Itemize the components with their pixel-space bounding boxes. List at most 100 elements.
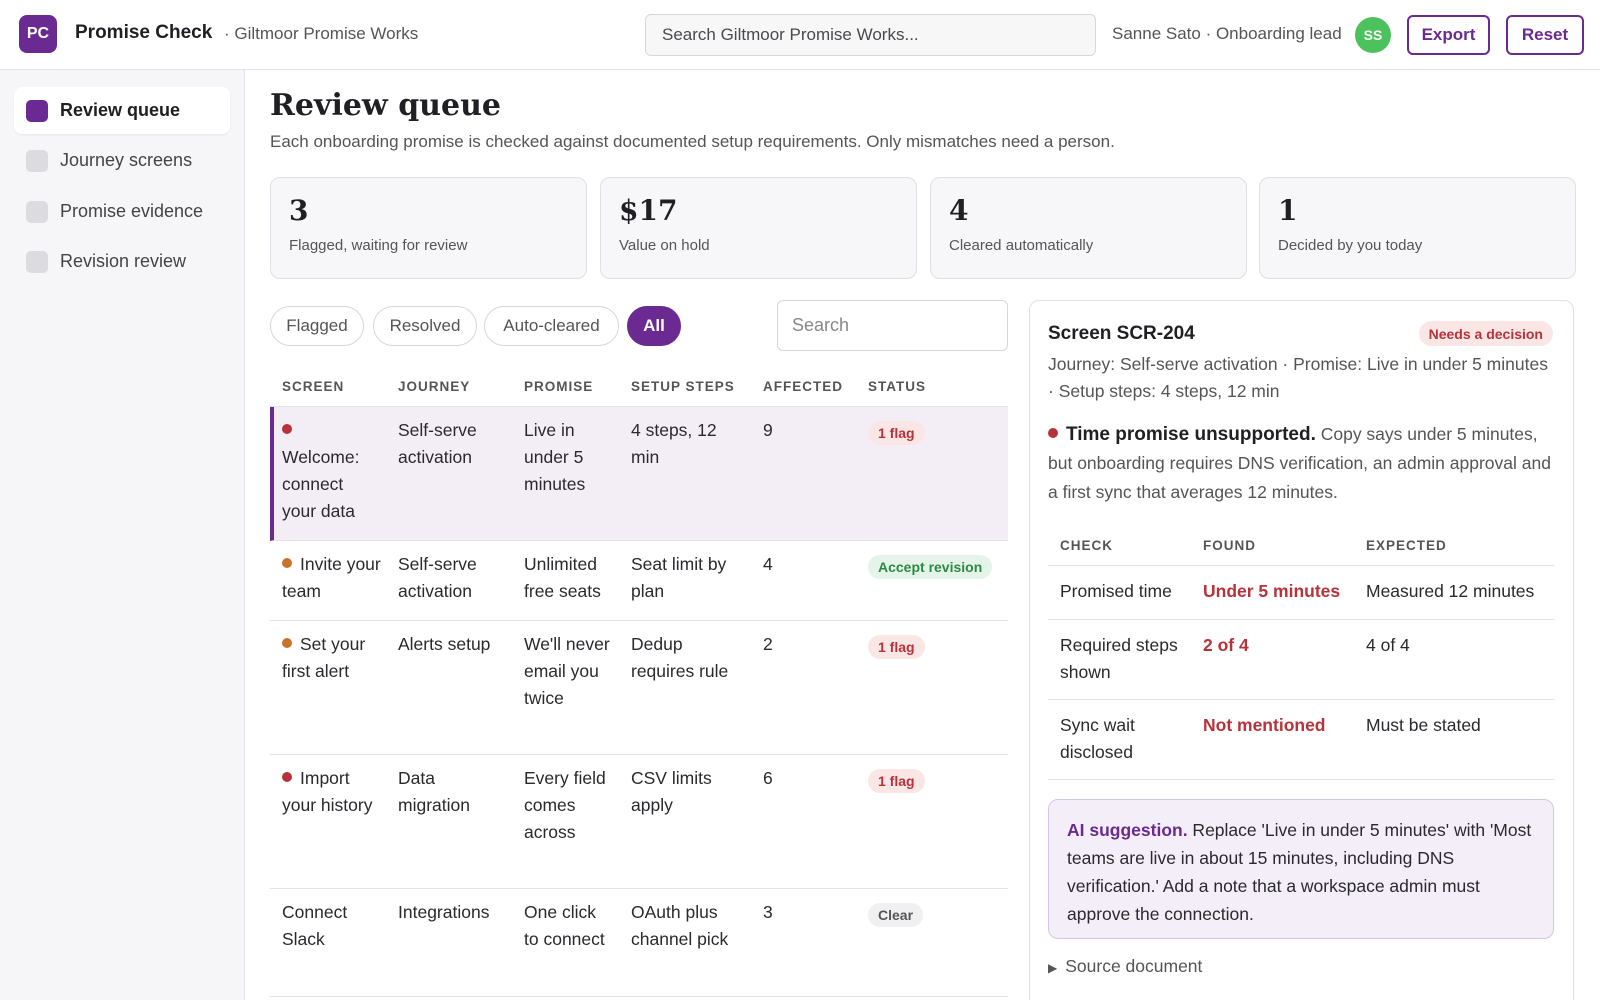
filter-chip-auto-cleared[interactable]: Auto-cleared <box>484 306 619 346</box>
stat-label: Cleared automatically <box>949 237 1094 254</box>
row-steps: Seat limit by plan <box>631 554 727 601</box>
stat-label: Value on hold <box>619 237 710 254</box>
row-screen-cell: Set your first alert <box>282 631 392 685</box>
app-logo: PC <box>19 15 57 53</box>
square-icon <box>26 99 48 122</box>
ai-suggestion-text: Replace 'Live in under 5 minutes' with '… <box>1067 820 1532 924</box>
square-icon <box>26 250 48 273</box>
org-name: · Giltmoor Promise Works <box>224 24 419 43</box>
triangle-right-icon: ▶ <box>1048 961 1058 975</box>
square-icon <box>26 200 48 223</box>
detail-meta: Journey: Self-serve activation · Promise… <box>1048 354 1548 401</box>
sidebar-item-journey-screens[interactable]: Journey screens <box>14 137 230 184</box>
column-header[interactable]: SETUP STEPS <box>631 379 735 394</box>
status-badge: Accept revision <box>868 555 993 579</box>
column-header: CHECK <box>1060 538 1114 553</box>
severity-dot-icon <box>282 424 292 435</box>
column-header[interactable]: PROMISE <box>524 379 594 394</box>
row-promise: Every field comes across <box>524 768 606 842</box>
row-promise: Unlimited free seats <box>524 554 601 601</box>
checks-table-header: CHECK FOUND EXPECTED <box>1048 526 1554 566</box>
finding-text: Copy says under 5 minutes, but onboardin… <box>1048 424 1551 502</box>
row-journey: Self-serve activation <box>398 554 477 601</box>
row-screen-cell: Invite your team <box>282 551 392 605</box>
row-promise: We'll never email you twice <box>524 634 610 708</box>
check-row: Required steps shown 2 of 4 4 of 4 <box>1048 620 1554 700</box>
severity-dot-icon <box>282 638 292 649</box>
ai-suggestion: AI suggestion. Replace 'Live in under 5 … <box>1048 799 1554 939</box>
app-title: Promise Check <box>75 22 213 43</box>
top-bar: PC Promise Check · Giltmoor Promise Work… <box>0 0 1600 70</box>
stat-card-cleared: 4 Cleared automatically <box>930 177 1247 279</box>
checks-table: CHECK FOUND EXPECTED Promised time Under… <box>1048 526 1554 780</box>
page-subtitle: Each onboarding promise is checked again… <box>270 132 1115 151</box>
stat-value: 4 <box>949 194 969 227</box>
check-name: Promised time <box>1060 581 1172 601</box>
filter-chip-flagged[interactable]: Flagged <box>270 306 364 346</box>
export-button[interactable]: Export <box>1407 15 1490 55</box>
row-screen: Import your history <box>282 768 373 815</box>
column-header[interactable]: AFFECTED <box>763 379 843 394</box>
global-search-input[interactable]: Search Giltmoor Promise Works... <box>645 14 1096 56</box>
detail-title: Screen SCR-204 <box>1048 323 1195 344</box>
column-header: FOUND <box>1203 538 1256 553</box>
column-header[interactable]: JOURNEY <box>398 379 471 394</box>
review-table: SCREEN JOURNEY PROMISE SETUP STEPS AFFEC… <box>270 367 1008 997</box>
row-journey: Self-serve activation <box>398 420 477 467</box>
check-expected: Measured 12 minutes <box>1366 581 1535 601</box>
global-search-placeholder: Search Giltmoor Promise Works... <box>662 25 919 44</box>
stat-value: 3 <box>289 194 309 227</box>
row-affected: 9 <box>763 420 773 440</box>
severity-dot-icon <box>282 772 292 783</box>
stat-value: $17 <box>619 194 678 227</box>
reset-button[interactable]: Reset <box>1506 15 1584 55</box>
ai-suggestion-label: AI suggestion. <box>1067 820 1188 840</box>
check-name: Sync wait disclosed <box>1060 715 1135 762</box>
detail-panel: Screen SCR-204 Needs a decision Journey:… <box>1029 300 1574 1000</box>
sidebar: Review queue Journey screens Promise evi… <box>0 70 245 1000</box>
column-header: EXPECTED <box>1366 538 1447 553</box>
table-row[interactable]: Invite your team Self-serve activation U… <box>270 541 1008 621</box>
sidebar-item-revision-review[interactable]: Revision review <box>14 238 230 285</box>
row-affected: 6 <box>763 768 773 788</box>
severity-dot-icon <box>282 558 292 569</box>
stat-card-value-on-hold: $17 Value on hold <box>600 177 917 279</box>
column-header[interactable]: SCREEN <box>282 379 345 394</box>
sidebar-item-promise-evidence[interactable]: Promise evidence <box>14 188 230 235</box>
decision-badge: Needs a decision <box>1418 321 1553 346</box>
sidebar-item-label: Journey screens <box>60 150 193 170</box>
table-row[interactable]: Set your first alert Alerts setup We'll … <box>270 621 1008 755</box>
filter-chip-resolved[interactable]: Resolved <box>373 306 477 346</box>
row-promise: Live in under 5 minutes <box>524 420 586 494</box>
check-name: Required steps shown <box>1060 635 1178 682</box>
table-header: SCREEN JOURNEY PROMISE SETUP STEPS AFFEC… <box>270 367 1008 407</box>
check-found: Under 5 minutes <box>1203 581 1341 601</box>
severity-dot-icon <box>1048 428 1058 439</box>
row-screen: Welcome: connect your data <box>282 447 360 521</box>
filter-chip-all[interactable]: All <box>627 306 681 346</box>
sidebar-item-review-queue[interactable]: Review queue <box>14 87 230 134</box>
table-search-placeholder: Search <box>792 315 850 335</box>
detail-finding: Time promise unsupported. Copy says unde… <box>1048 420 1553 507</box>
table-row[interactable]: Connect Slack Integrations One click to … <box>270 889 1008 997</box>
row-affected: 4 <box>763 554 773 574</box>
row-affected: 2 <box>763 634 773 654</box>
stat-value: 1 <box>1278 194 1298 227</box>
avatar[interactable]: SS <box>1355 17 1391 53</box>
stat-card-decided: 1 Decided by you today <box>1259 177 1576 279</box>
sidebar-item-label: Promise evidence <box>60 201 204 221</box>
page-title: Review queue <box>270 88 501 123</box>
source-document-toggle[interactable]: ▶ Source document <box>1048 956 1202 977</box>
row-screen: Connect Slack <box>282 902 348 949</box>
status-badge: 1 flag <box>868 769 925 793</box>
column-header[interactable]: STATUS <box>868 379 926 394</box>
finding-title: Time promise unsupported. <box>1066 424 1316 445</box>
table-search-input[interactable]: Search <box>777 300 1008 351</box>
row-steps: CSV limits apply <box>631 768 712 815</box>
sidebar-item-label: Review queue <box>60 100 181 120</box>
row-journey: Alerts setup <box>398 634 491 654</box>
table-row[interactable]: Import your history Data migration Every… <box>270 755 1008 889</box>
table-row[interactable]: Welcome: connect your data Self-serve ac… <box>270 407 1008 541</box>
check-expected: 4 of 4 <box>1366 635 1410 655</box>
check-expected: Must be stated <box>1366 715 1481 735</box>
